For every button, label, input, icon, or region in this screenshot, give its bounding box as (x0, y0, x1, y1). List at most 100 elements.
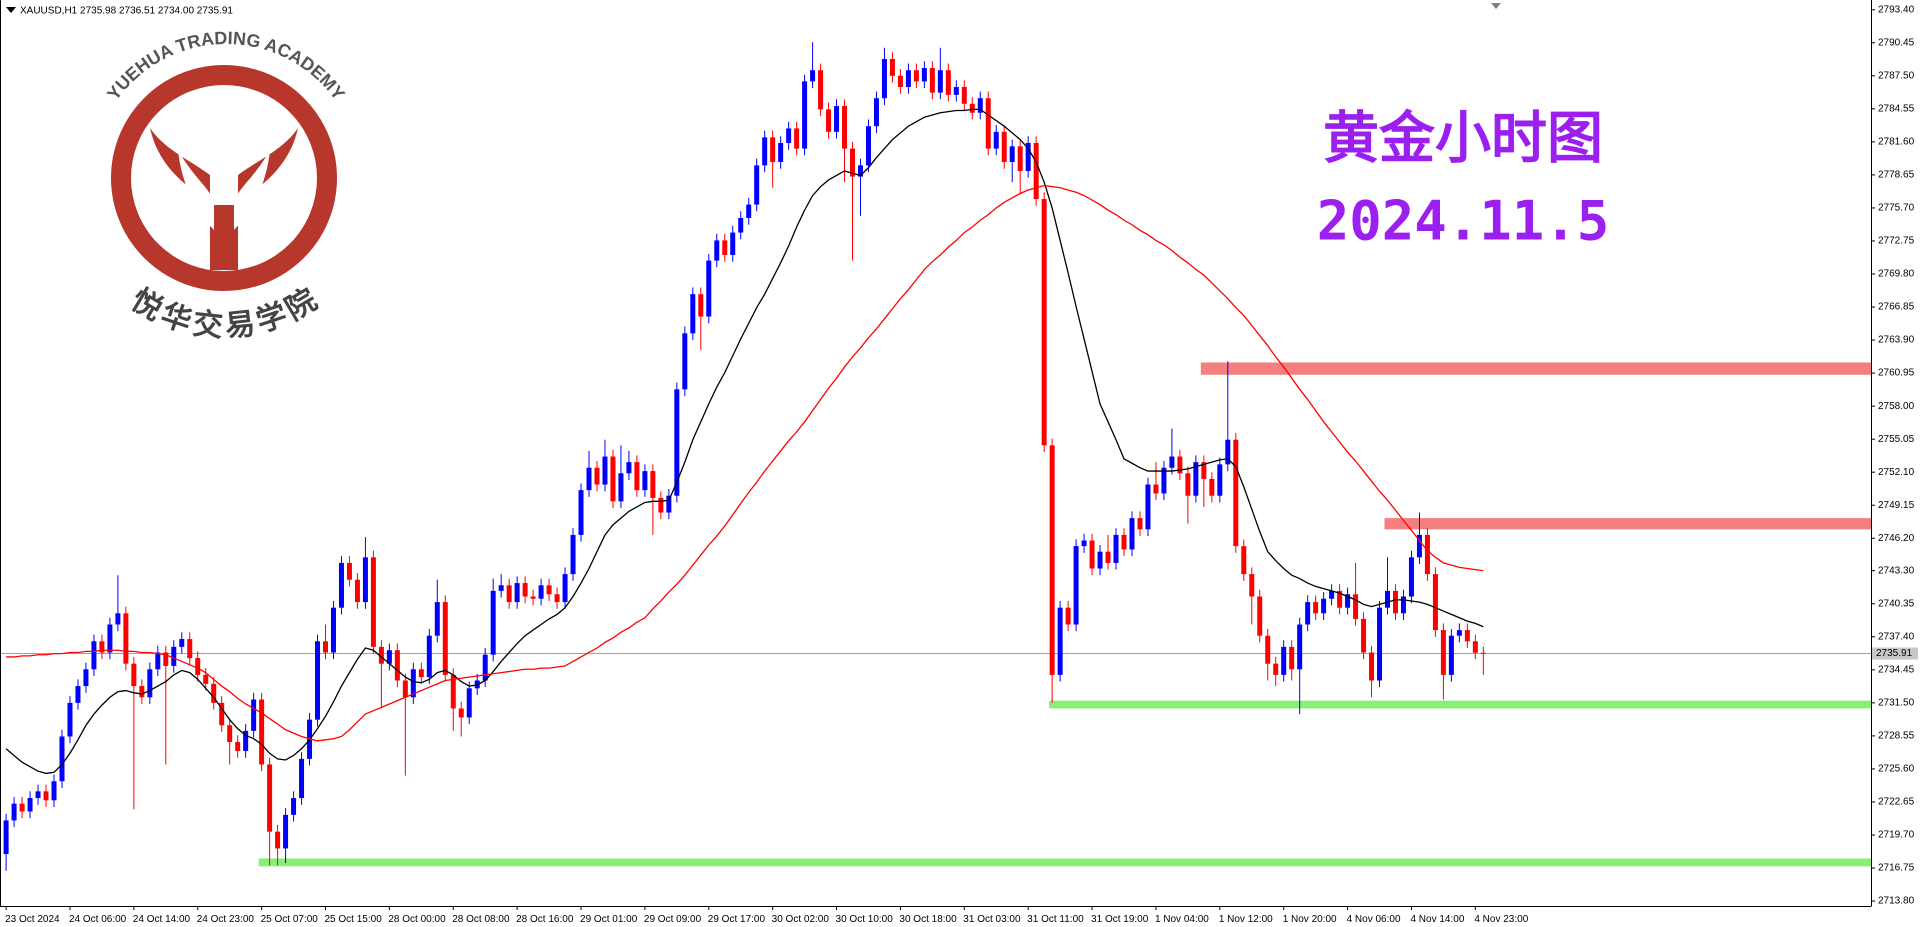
y-tick-label: 2781.60 (1878, 137, 1915, 148)
candle-body (410, 669, 416, 698)
candle-body (1249, 574, 1255, 597)
candle-body (1073, 546, 1079, 625)
candle-body (1225, 439, 1231, 465)
candle-body (1001, 131, 1007, 163)
zone (1049, 700, 1871, 709)
candle-body (969, 103, 975, 113)
header-icon (6, 7, 16, 13)
candle-body (1105, 551, 1111, 563)
y-tick-label: 2737.40 (1878, 631, 1915, 642)
candle-body (1424, 534, 1430, 575)
candle-body (11, 803, 17, 821)
candle-body (945, 70, 951, 95)
candle-body (1456, 630, 1462, 636)
candle-body (1169, 456, 1175, 468)
candle-body (219, 702, 225, 726)
candle-body (538, 585, 544, 599)
x-tick-label: 31 Oct 11:00 (1027, 914, 1084, 925)
candle-body (1440, 630, 1446, 675)
candle-body (1472, 641, 1478, 653)
candle-body (1416, 534, 1422, 558)
candle-body (235, 742, 241, 752)
x-tick-label: 1 Nov 20:00 (1283, 914, 1337, 925)
candle-body (91, 641, 97, 670)
y-tick-label: 2752.10 (1878, 467, 1915, 478)
candle-body (889, 59, 895, 76)
candle-body (1065, 607, 1071, 625)
candle-body (1369, 652, 1375, 681)
candle-body (762, 137, 768, 166)
candle-body (418, 669, 424, 678)
candle-body (1081, 540, 1087, 547)
x-tick-label: 30 Oct 10:00 (836, 914, 894, 925)
candle-body (618, 473, 624, 502)
candle-body (610, 456, 616, 502)
candle-body (267, 764, 273, 832)
x-tick-label: 4 Nov 06:00 (1347, 914, 1401, 925)
y-tick-label: 2722.65 (1878, 797, 1915, 808)
candle-body (554, 594, 560, 603)
candle-body (682, 333, 688, 390)
candle-body (362, 557, 368, 603)
candle-body (929, 67, 935, 93)
candle-body (1392, 590, 1398, 614)
candle-body (881, 59, 887, 99)
candle-body (1033, 142, 1039, 199)
candle-body (1321, 598, 1327, 614)
candle-body (897, 75, 903, 88)
candle-body (546, 585, 552, 595)
candle-body (658, 497, 664, 513)
candle-body (123, 613, 129, 664)
x-tick-label: 4 Nov 23:00 (1474, 914, 1528, 925)
logo-ring (111, 65, 337, 291)
y-tick-label: 2772.75 (1878, 236, 1915, 247)
candle-body (698, 294, 704, 317)
candle-body (458, 708, 464, 718)
candle-body (1049, 445, 1055, 675)
candle-body (570, 534, 576, 575)
shift-marker (1491, 3, 1501, 9)
candle-body (993, 131, 999, 149)
candle-body (586, 467, 592, 491)
candle-body (1480, 652, 1486, 654)
candle-body (227, 725, 233, 743)
candle-body (482, 654, 488, 681)
y-tick-label: 2784.55 (1878, 103, 1915, 114)
candle-body (1361, 618, 1367, 653)
candle-body (730, 232, 736, 255)
candle-body (1408, 557, 1414, 597)
candle-body (977, 98, 983, 113)
candle-body (1145, 484, 1151, 530)
x-tick-label: 25 Oct 07:00 (261, 914, 319, 925)
candle-body (1041, 198, 1047, 446)
candle-body (1377, 607, 1383, 681)
candle-body (961, 87, 967, 104)
plot-area (0, 42, 1871, 871)
candle-body (1185, 473, 1191, 496)
y-tick-label: 2787.50 (1878, 70, 1915, 81)
title: 黄金小时图 (1323, 106, 1603, 172)
x-tick-label: 31 Oct 03:00 (963, 914, 1021, 925)
candle-body (211, 683, 217, 703)
candle-body (594, 467, 600, 485)
candle-body (394, 650, 400, 681)
candle-body (1161, 467, 1167, 494)
candle-body (626, 462, 632, 474)
candle-body (1121, 534, 1127, 550)
candle-body (905, 70, 911, 88)
y-tick-label: 2713.80 (1878, 896, 1915, 907)
x-tick-label: 23 Oct 2024 (5, 914, 60, 925)
candle-body (985, 98, 991, 149)
logo-mark (150, 128, 298, 270)
candle-body (834, 106, 840, 132)
candle-body (171, 646, 177, 666)
candle-body (115, 613, 121, 625)
moving-average (5, 108, 1484, 775)
y-tick-label: 2728.55 (1878, 731, 1915, 742)
candle-body (378, 646, 384, 664)
candle-body (1233, 439, 1239, 547)
candle-body (75, 686, 81, 703)
y-tick-label: 2740.35 (1878, 598, 1915, 609)
candle-body (291, 798, 297, 815)
